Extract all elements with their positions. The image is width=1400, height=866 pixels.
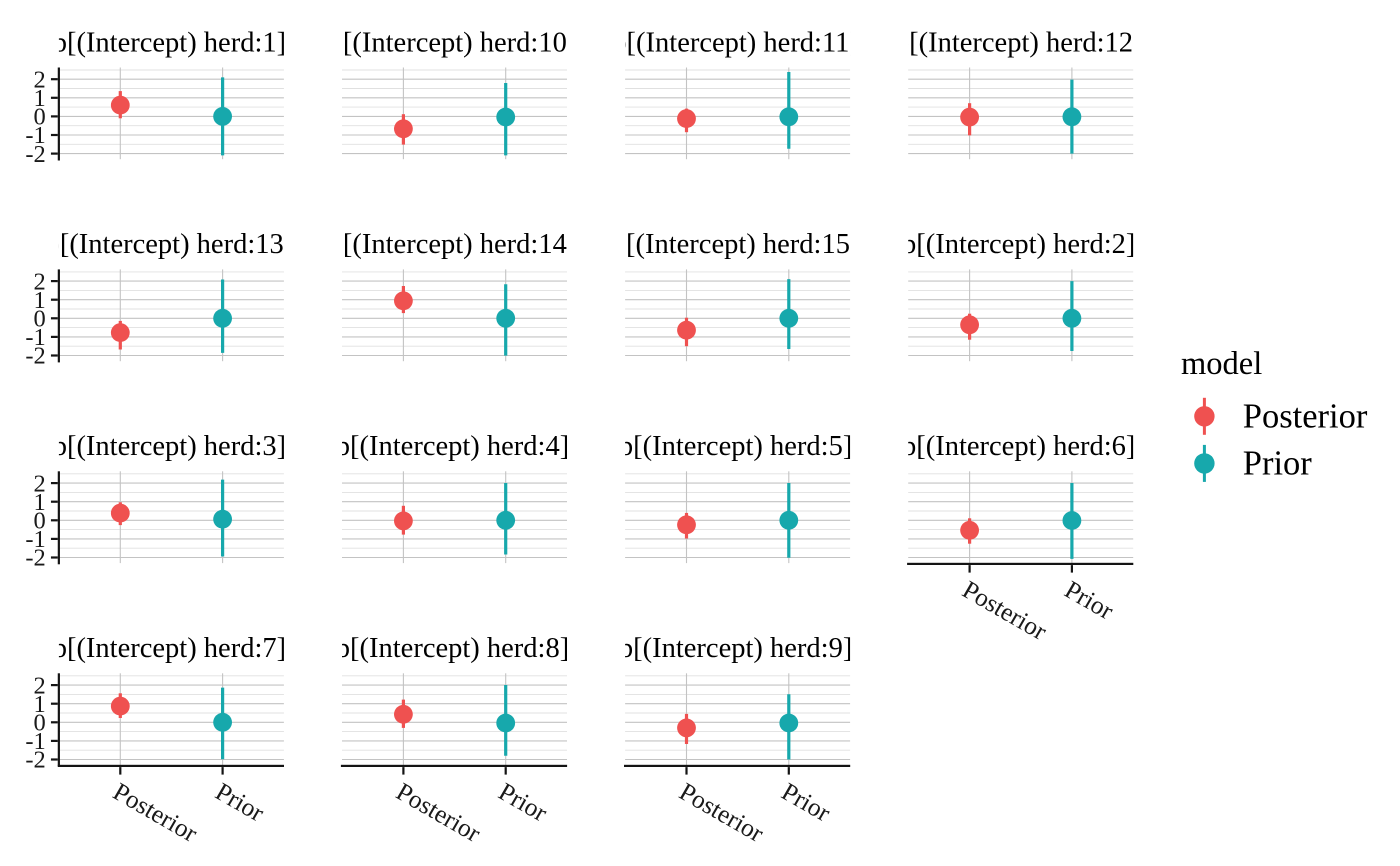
svg-text:b[(Intercept) herd:13]: b[(Intercept) herd:13] xyxy=(46,229,294,260)
svg-text:Prior: Prior xyxy=(1243,444,1313,482)
svg-text:b[(Intercept) herd:3]: b[(Intercept) herd:3] xyxy=(53,431,286,462)
svg-text:b[(Intercept) herd:4]: b[(Intercept) herd:4] xyxy=(336,431,569,462)
svg-text:1: 1 xyxy=(34,287,46,314)
svg-text:b[(Intercept) herd:11]: b[(Intercept) herd:11] xyxy=(612,27,859,58)
svg-text:1: 1 xyxy=(34,691,46,718)
svg-text:b[(Intercept) herd:7]: b[(Intercept) herd:7] xyxy=(53,633,286,664)
svg-text:b[(Intercept) herd:1]: b[(Intercept) herd:1] xyxy=(53,27,286,58)
svg-text:-2: -2 xyxy=(25,343,45,370)
svg-text:2: 2 xyxy=(34,268,46,295)
svg-text:2: 2 xyxy=(34,470,46,497)
svg-text:b[(Intercept) herd:15]: b[(Intercept) herd:15] xyxy=(612,229,860,260)
svg-text:-2: -2 xyxy=(25,545,45,572)
svg-text:b[(Intercept) herd:9]: b[(Intercept) herd:9] xyxy=(619,633,852,664)
svg-text:-2: -2 xyxy=(25,141,45,168)
svg-text:-1: -1 xyxy=(25,728,45,755)
svg-text:b[(Intercept) herd:8]: b[(Intercept) herd:8] xyxy=(336,633,569,664)
svg-text:0: 0 xyxy=(34,508,46,535)
svg-text:-1: -1 xyxy=(25,324,45,351)
svg-text:b[(Intercept) herd:14]: b[(Intercept) herd:14] xyxy=(329,229,577,260)
svg-text:Posterior: Posterior xyxy=(1243,397,1368,435)
svg-text:-1: -1 xyxy=(25,526,45,553)
svg-text:0: 0 xyxy=(34,306,46,333)
svg-text:0: 0 xyxy=(34,710,46,737)
svg-text:model: model xyxy=(1181,346,1262,382)
svg-text:b[(Intercept) herd:12]: b[(Intercept) herd:12] xyxy=(895,27,1143,58)
svg-text:0: 0 xyxy=(34,104,46,131)
svg-text:b[(Intercept) herd:6]: b[(Intercept) herd:6] xyxy=(902,431,1135,462)
svg-text:1: 1 xyxy=(34,489,46,516)
svg-text:-2: -2 xyxy=(25,747,45,774)
svg-text:1: 1 xyxy=(34,85,46,112)
svg-text:-1: -1 xyxy=(25,122,45,149)
svg-text:b[(Intercept) herd:2]: b[(Intercept) herd:2] xyxy=(902,229,1135,260)
svg-text:b[(Intercept) herd:5]: b[(Intercept) herd:5] xyxy=(619,431,852,462)
svg-text:b[(Intercept) herd:10]: b[(Intercept) herd:10] xyxy=(329,27,577,58)
svg-text:2: 2 xyxy=(34,66,46,93)
svg-text:2: 2 xyxy=(34,672,46,699)
